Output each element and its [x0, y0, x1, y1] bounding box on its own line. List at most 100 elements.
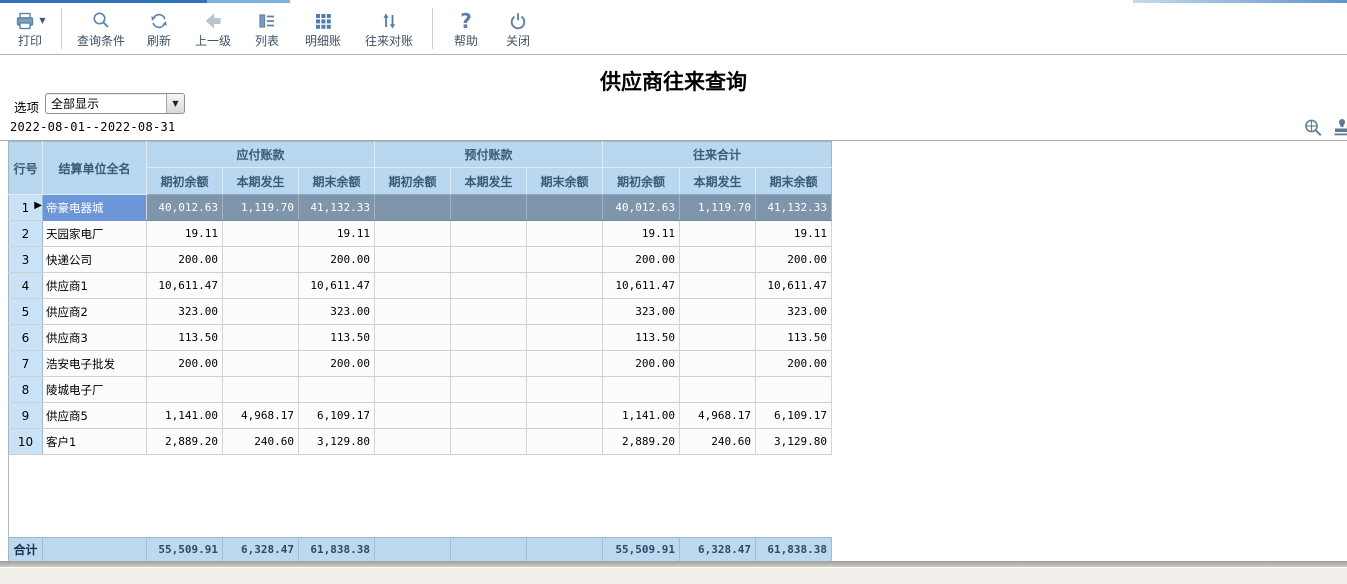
unit-name-cell[interactable]: 浩安电子批发 [43, 351, 147, 377]
amount-cell[interactable]: 3,129.80 [756, 429, 832, 455]
amount-cell[interactable] [223, 221, 299, 247]
amount-cell[interactable]: 200.00 [299, 247, 375, 273]
amount-cell[interactable]: 19.11 [299, 221, 375, 247]
amount-cell[interactable]: 1,119.70 [680, 195, 756, 221]
row-no-cell[interactable]: 6 [9, 325, 43, 351]
amount-cell[interactable]: 4,968.17 [223, 403, 299, 429]
amount-cell[interactable]: 1,141.00 [147, 403, 223, 429]
amount-cell[interactable] [756, 377, 832, 403]
amount-cell[interactable]: 3,129.80 [299, 429, 375, 455]
amount-cell[interactable]: 200.00 [756, 247, 832, 273]
amount-cell[interactable] [375, 247, 451, 273]
amount-cell[interactable] [527, 377, 603, 403]
amount-cell[interactable] [680, 351, 756, 377]
amount-cell[interactable] [451, 325, 527, 351]
chevron-down-icon[interactable]: ▼ [39, 17, 45, 25]
chevron-down-icon[interactable]: ▼ [166, 94, 184, 113]
unit-name-cell[interactable] [43, 538, 147, 562]
options-select[interactable]: 全部显示 ▼ [45, 93, 185, 114]
amount-cell[interactable] [680, 273, 756, 299]
unit-name-cell[interactable]: 供应商3 [43, 325, 147, 351]
amount-cell[interactable] [527, 195, 603, 221]
amount-cell[interactable] [223, 273, 299, 299]
amount-cell[interactable] [680, 247, 756, 273]
amount-cell[interactable]: 10,611.47 [147, 273, 223, 299]
help-button[interactable]: ? 帮助 [440, 3, 492, 54]
unit-name-cell[interactable]: 天园家电厂 [43, 221, 147, 247]
amount-cell[interactable]: 6,109.17 [299, 403, 375, 429]
up-level-button[interactable]: 上一级 [185, 3, 241, 54]
amount-cell[interactable] [680, 377, 756, 403]
amount-cell[interactable]: 200.00 [756, 351, 832, 377]
amount-cell[interactable] [451, 351, 527, 377]
amount-cell[interactable] [299, 377, 375, 403]
amount-cell[interactable] [375, 403, 451, 429]
row-no-cell[interactable]: 1▶ [9, 195, 43, 221]
unit-name-cell[interactable]: 帝豪电器城 [43, 195, 147, 221]
amount-cell[interactable] [451, 377, 527, 403]
amount-cell[interactable] [223, 247, 299, 273]
amount-cell[interactable] [451, 538, 527, 562]
amount-cell[interactable]: 10,611.47 [299, 273, 375, 299]
amount-cell[interactable] [375, 195, 451, 221]
query-conditions-button[interactable]: 查询条件 [69, 3, 133, 54]
amount-cell[interactable] [375, 351, 451, 377]
amount-cell[interactable]: 113.50 [756, 325, 832, 351]
amount-cell[interactable]: 323.00 [756, 299, 832, 325]
amount-cell[interactable] [375, 273, 451, 299]
amount-cell[interactable]: 40,012.63 [147, 195, 223, 221]
row-no-cell[interactable]: 3 [9, 247, 43, 273]
amount-cell[interactable] [375, 429, 451, 455]
amount-cell[interactable] [527, 325, 603, 351]
amount-cell[interactable]: 113.50 [147, 325, 223, 351]
amount-cell[interactable]: 2,889.20 [603, 429, 680, 455]
row-no-cell[interactable]: 9 [9, 403, 43, 429]
detail-ledger-button[interactable]: 明细账 [293, 3, 353, 54]
amount-cell[interactable] [527, 403, 603, 429]
amount-cell[interactable] [527, 538, 603, 562]
amount-cell[interactable]: 113.50 [603, 325, 680, 351]
amount-cell[interactable]: 200.00 [147, 351, 223, 377]
stamp-icon[interactable] [1332, 118, 1347, 138]
row-no-cell[interactable]: 7 [9, 351, 43, 377]
amount-cell[interactable] [375, 538, 451, 562]
amount-cell[interactable]: 323.00 [299, 299, 375, 325]
row-no-cell[interactable]: 4 [9, 273, 43, 299]
amount-cell[interactable]: 323.00 [603, 299, 680, 325]
amount-cell[interactable]: 61,838.38 [756, 538, 832, 562]
amount-cell[interactable] [375, 377, 451, 403]
amount-cell[interactable] [527, 221, 603, 247]
total-label-cell[interactable]: 合计 [9, 538, 43, 562]
amount-cell[interactable] [451, 247, 527, 273]
amount-cell[interactable]: 240.60 [223, 429, 299, 455]
amount-cell[interactable] [451, 273, 527, 299]
amount-cell[interactable]: 19.11 [756, 221, 832, 247]
amount-cell[interactable]: 6,328.47 [680, 538, 756, 562]
amount-cell[interactable]: 323.00 [147, 299, 223, 325]
amount-cell[interactable] [527, 351, 603, 377]
amount-cell[interactable]: 200.00 [603, 247, 680, 273]
refresh-button[interactable]: 刷新 [133, 3, 185, 54]
amount-cell[interactable] [680, 325, 756, 351]
print-button[interactable]: ▼ 打印 [6, 3, 54, 54]
amount-cell[interactable]: 55,509.91 [603, 538, 680, 562]
amount-cell[interactable]: 4,968.17 [680, 403, 756, 429]
unit-name-cell[interactable]: 供应商5 [43, 403, 147, 429]
amount-cell[interactable]: 240.60 [680, 429, 756, 455]
zoom-icon[interactable] [1303, 118, 1323, 138]
amount-cell[interactable] [223, 351, 299, 377]
amount-cell[interactable]: 2,889.20 [147, 429, 223, 455]
amount-cell[interactable] [147, 377, 223, 403]
amount-cell[interactable]: 61,838.38 [299, 538, 375, 562]
amount-cell[interactable] [680, 221, 756, 247]
amount-cell[interactable]: 19.11 [603, 221, 680, 247]
amount-cell[interactable]: 19.11 [147, 221, 223, 247]
amount-cell[interactable]: 41,132.33 [299, 195, 375, 221]
